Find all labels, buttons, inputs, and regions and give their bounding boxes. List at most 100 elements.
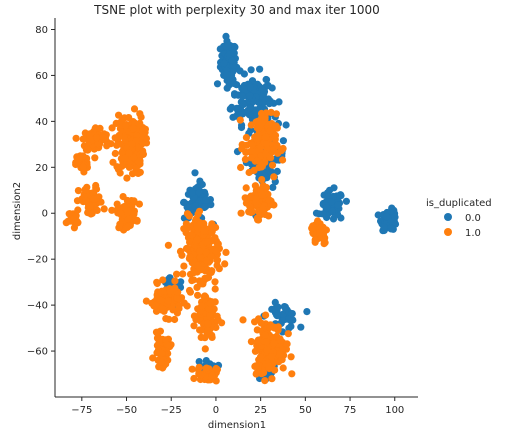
scatter-point [270, 173, 278, 181]
scatter-point [74, 206, 82, 214]
scatter-point [188, 365, 196, 373]
scatter-point [196, 247, 204, 255]
scatter-point [113, 141, 121, 149]
chart-title: TSNE plot with perplexity 30 and max ite… [93, 3, 380, 17]
scatter-point [252, 362, 260, 370]
scatter-point [111, 134, 119, 142]
legend-title: is_duplicated [426, 198, 492, 209]
scatter-point [327, 198, 336, 206]
scatter-point [93, 206, 101, 214]
scatter-point [204, 319, 212, 327]
scatter-point [103, 142, 111, 150]
scatter-point [262, 338, 270, 346]
scatter-point [242, 184, 250, 192]
scatter-point [223, 70, 231, 78]
scatter-point [113, 200, 121, 208]
scatter-point [288, 370, 296, 378]
scatter-point [213, 256, 221, 264]
scatter-point [287, 353, 295, 361]
plot-area [62, 32, 400, 385]
scatter-point [171, 277, 179, 285]
scatter-point [180, 262, 188, 270]
scatter-point [265, 362, 273, 370]
y-tick-label: 60 [35, 71, 48, 82]
scatter-point [334, 201, 342, 209]
scatter-point [253, 135, 261, 143]
x-tick-label: 0 [213, 405, 219, 416]
scatter-point [259, 182, 267, 190]
scatter-point [153, 278, 161, 286]
scatter-point [279, 156, 287, 164]
scatter-point [191, 169, 199, 177]
scatter-point [222, 32, 230, 41]
scatter-point [188, 259, 196, 267]
scatter-point [179, 270, 187, 278]
scatter-point [287, 310, 295, 318]
scatter-point [275, 98, 283, 106]
scatter-point [342, 197, 350, 205]
scatter-point [282, 121, 290, 129]
scatter-point [261, 158, 269, 166]
scatter-point [201, 345, 209, 353]
scatter-point [262, 140, 271, 148]
scatter-point [195, 358, 203, 366]
scatter-point [207, 253, 215, 261]
scatter-point [329, 192, 337, 201]
scatter-point [320, 225, 329, 233]
scatter-point [202, 364, 211, 372]
scatter-point [193, 236, 201, 244]
scatter-point [382, 213, 391, 221]
scatter-point [197, 280, 205, 288]
scatter-point [256, 353, 265, 361]
scatter-point [268, 353, 276, 361]
scatter-point [82, 186, 90, 194]
scatter-point [268, 120, 276, 128]
scatter-point [62, 219, 70, 227]
scatter-point [118, 162, 126, 170]
scatter-point [247, 121, 255, 129]
scatter-point [121, 136, 129, 144]
scatter-point [112, 119, 120, 127]
scatter-point [185, 212, 193, 220]
scatter-point [65, 210, 73, 218]
scatter-point [121, 121, 130, 130]
scatter-point [273, 312, 281, 320]
x-tick-label: −25 [161, 405, 182, 416]
scatter-point [187, 231, 195, 239]
scatter-point [284, 330, 292, 338]
scatter-point [246, 202, 254, 211]
scatter-point [198, 302, 206, 310]
scatter-point [159, 305, 167, 313]
scatter-point [273, 142, 281, 150]
legend-label-0: 0.0 [465, 213, 481, 224]
scatter-point [247, 66, 255, 74]
y-tick-label: −60 [27, 347, 48, 358]
scatter-point [269, 183, 277, 191]
scatter-point [200, 227, 208, 235]
scatter-point [123, 223, 131, 231]
scatter-point [79, 163, 87, 171]
scatter-point [197, 326, 205, 335]
scatter-point [186, 253, 194, 261]
y-tick-label: −20 [27, 255, 48, 266]
scatter-point [86, 202, 94, 210]
scatter-point [237, 209, 245, 217]
scatter-point [100, 205, 108, 213]
x-tick-label: −75 [71, 405, 92, 416]
scatter-point [136, 119, 144, 127]
scatter-point [124, 207, 132, 215]
scatter-point [272, 110, 280, 118]
scatter-point [237, 123, 246, 132]
scatter-point [192, 315, 200, 324]
scatter-point [180, 299, 188, 307]
x-tick-label: −50 [116, 405, 137, 416]
scatter-point [191, 202, 199, 210]
scatter-point [133, 132, 141, 140]
x-tick-label: 25 [254, 405, 267, 416]
legend: is_duplicated 0.0 1.0 [426, 198, 492, 239]
scatter-point [238, 92, 247, 100]
scatter-point [323, 204, 331, 212]
scatter-point [270, 323, 278, 331]
scatter-point [330, 184, 338, 192]
